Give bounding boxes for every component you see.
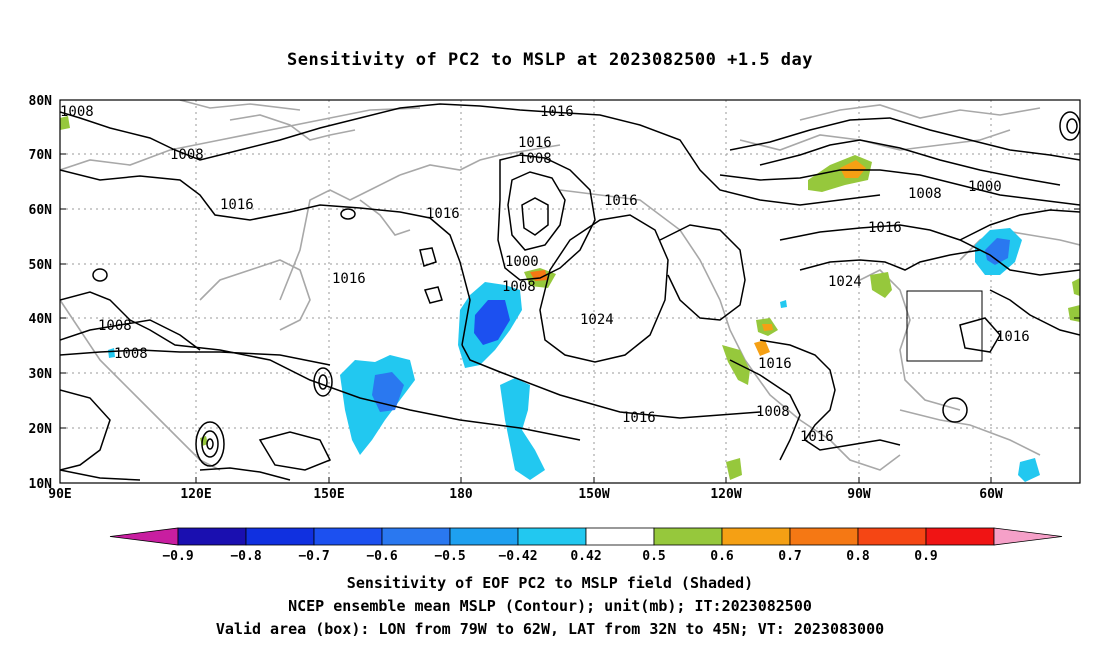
colorbar-segment	[449, 527, 519, 546]
colorbar-tick-label: 0.7	[778, 549, 801, 564]
colorbar: −0.9 −0.8 −0.7 −0.6 −0.5 −0.42 0.42 0.5 0.6 0.7 0.…	[109, 527, 1063, 564]
contour-label: 1000	[505, 254, 539, 270]
colorbar-tick-label: −0.7	[298, 549, 329, 564]
contour-labels: 1008 1016 1016 1008 1008 1016 1016 1016 …	[60, 104, 1030, 445]
lon-label: 150E	[313, 487, 344, 502]
contour-label: 1008	[756, 404, 790, 420]
contour-label: 1016	[868, 220, 902, 236]
contour-label: 1016	[800, 429, 834, 445]
contour-label: 1008	[114, 346, 148, 362]
longitude-labels: 90E 120E 150E 180 150W 120W 90W 60W	[48, 487, 1003, 502]
colorbar-tick-label: −0.42	[498, 549, 537, 564]
map-frame	[59, 99, 1081, 484]
colorbar-tick-label: −0.9	[162, 549, 193, 564]
caption-valid-area: Valid area (box): LON from 79W to 62W, L…	[215, 620, 885, 638]
lat-label: 20N	[29, 422, 53, 437]
contour-label: 1016	[540, 104, 574, 120]
valid-area-box	[906, 290, 983, 362]
lat-label: 80N	[29, 94, 53, 109]
contour-label: 1016	[622, 410, 656, 426]
colorbar-max-triangle	[993, 527, 1063, 546]
colorbar-segment	[925, 527, 995, 546]
lon-label: 90E	[48, 487, 71, 502]
lon-label: 120E	[180, 487, 211, 502]
contour-label: 1000	[968, 179, 1002, 195]
gridlines	[60, 100, 1080, 483]
contour-label: 1024	[828, 274, 862, 290]
lat-label: 30N	[29, 367, 53, 382]
tick-marks	[60, 99, 1080, 483]
mslp-contours	[60, 103, 1080, 481]
contour-label: 1008	[98, 318, 132, 334]
contour-label: 1008	[502, 279, 536, 295]
contour-label: 1024	[580, 312, 614, 328]
contour-label: 1008	[170, 147, 204, 163]
lat-label: 40N	[29, 312, 53, 327]
colorbar-tick-label: −0.5	[434, 549, 465, 564]
latitude-labels: 80N 70N 60N 50N 40N 30N 20N 10N	[29, 94, 53, 492]
colorbar-tick-label: 0.6	[710, 549, 734, 564]
contour-label: 1008	[518, 151, 552, 167]
contour-label: 1016	[758, 356, 792, 372]
colorbar-segment	[721, 527, 791, 546]
colorbar-tick-label: −0.8	[230, 549, 261, 564]
sensitivity-shading	[60, 116, 1080, 482]
lon-label: 150W	[578, 487, 609, 502]
colorbar-tick-label: 0.9	[914, 549, 937, 564]
colorbar-min-triangle	[109, 527, 179, 546]
lat-label: 50N	[29, 258, 53, 273]
lon-label: 90W	[847, 487, 871, 502]
colorbar-segment	[857, 527, 927, 546]
colorbar-tick-label: −0.6	[366, 549, 397, 564]
lat-label: 70N	[29, 148, 53, 163]
colorbar-segment	[585, 527, 655, 546]
lon-label: 180	[449, 487, 473, 502]
contour-label: 1016	[426, 206, 460, 222]
colorbar-segment	[177, 527, 247, 546]
coastlines	[60, 100, 1080, 471]
colorbar-tick-label: 0.8	[846, 549, 870, 564]
contour-label: 1008	[908, 186, 942, 202]
lon-label: 120W	[710, 487, 741, 502]
contour-label: 1016	[604, 193, 638, 209]
caption-contour: NCEP ensemble mean MSLP (Contour); unit(…	[288, 597, 812, 615]
colorbar-tick-label: 0.42	[570, 549, 601, 564]
colorbar-segment	[517, 527, 587, 546]
colorbar-tick-label: 0.5	[642, 549, 665, 564]
contour-label: 1008	[60, 104, 94, 120]
contour-label: 1016	[996, 329, 1030, 345]
contour-label: 1016	[332, 271, 366, 287]
caption-shading: Sensitivity of EOF PC2 to MSLP field (Sh…	[346, 574, 754, 592]
lat-label: 60N	[29, 203, 53, 218]
lat-label: 10N	[29, 477, 53, 492]
contour-label: 1016	[518, 135, 552, 151]
contour-label: 1016	[220, 197, 254, 213]
colorbar-segment	[653, 527, 723, 546]
colorbar-segment	[245, 527, 315, 546]
colorbar-segment	[789, 527, 859, 546]
chart-title: Sensitivity of PC2 to MSLP at 2023082500…	[286, 50, 813, 70]
colorbar-segment	[313, 527, 383, 546]
lon-label: 60W	[979, 487, 1003, 502]
colorbar-segment	[381, 527, 451, 546]
